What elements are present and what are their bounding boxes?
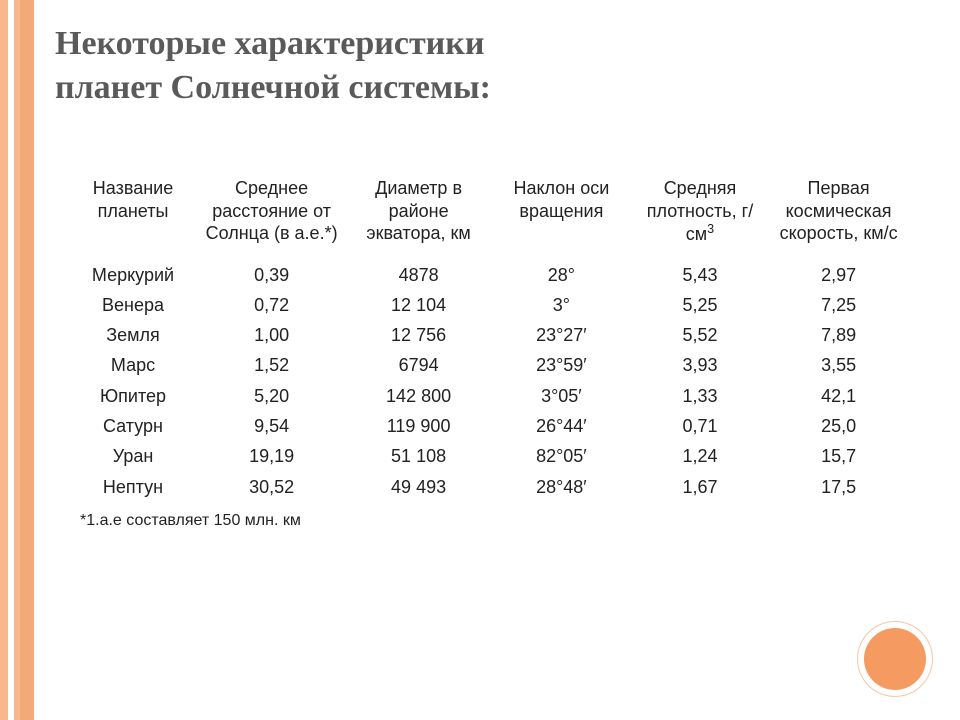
table-cell: 5,20 [196,381,347,411]
table-cell: 42,1 [767,381,910,411]
table-cell: 23°59′ [490,350,633,380]
table-cell: Венера [70,290,196,320]
table-row: Нептун30,5249 49328°48′1,6717,5 [70,472,910,502]
table-cell: 119 900 [347,411,490,441]
table-cell: 15,7 [767,441,910,471]
table-cell: 17,5 [767,472,910,502]
table-row: Юпитер5,20142 8003°05′1,3342,1 [70,381,910,411]
table-row: Уран19,1951 10882°05′1,2415,7 [70,441,910,471]
title-line-2: планет Солнечной системы: [55,69,491,106]
table-header-row: Название планеты Среднее расстояние от С… [70,175,910,260]
table-cell: 9,54 [196,411,347,441]
table-cell: 30,52 [196,472,347,502]
table-cell: 3° [490,290,633,320]
col-header: Название планеты [70,175,196,260]
table-cell: 26°44′ [490,411,633,441]
table-cell: 49 493 [347,472,490,502]
table-cell: 23°27′ [490,320,633,350]
table-cell: 0,72 [196,290,347,320]
table-cell: 3,93 [633,350,767,380]
table-cell: 12 104 [347,290,490,320]
decorative-side-stripes [0,0,34,720]
table-cell: Нептун [70,472,196,502]
table-cell: 2,97 [767,260,910,290]
table-cell: Уран [70,441,196,471]
footnote: *1.а.е составляет 150 млн. км [70,512,910,530]
table-cell: 19,19 [196,441,347,471]
table-cell: 12 756 [347,320,490,350]
stripe [20,0,34,720]
table-row: Меркурий0,39487828°5,432,97 [70,260,910,290]
table-cell: Земля [70,320,196,350]
table-cell: 7,89 [767,320,910,350]
planet-table-container: Название планеты Среднее расстояние от С… [70,175,910,530]
table-cell: 5,52 [633,320,767,350]
table-row: Венера0,7212 1043°5,257,25 [70,290,910,320]
table-row: Марс1,52679423°59′3,933,55 [70,350,910,380]
table-row: Земля1,0012 75623°27′5,527,89 [70,320,910,350]
table-cell: 7,25 [767,290,910,320]
page-title: Некоторые характеристики планет Солнечно… [55,22,491,110]
col-header: Диаметр в районе экватора, км [347,175,490,260]
stripe [0,0,8,720]
table-cell: 28° [490,260,633,290]
col-header: Первая космическая скорость, км/с [767,175,910,260]
table-cell: 0,71 [633,411,767,441]
table-cell: 1,24 [633,441,767,471]
table-cell: 5,25 [633,290,767,320]
table-row: Сатурн9,54119 90026°44′0,7125,0 [70,411,910,441]
table-cell: 1,67 [633,472,767,502]
table-cell: 28°48′ [490,472,633,502]
table-cell: Юпитер [70,381,196,411]
table-cell: 5,43 [633,260,767,290]
table-cell: Марс [70,350,196,380]
table-cell: 4878 [347,260,490,290]
table-cell: 6794 [347,350,490,380]
decorative-corner-circle-icon [864,628,926,690]
table-cell: 82°05′ [490,441,633,471]
table-cell: 25,0 [767,411,910,441]
table-cell: 142 800 [347,381,490,411]
planet-characteristics-table: Название планеты Среднее расстояние от С… [70,175,910,502]
table-cell: 3,55 [767,350,910,380]
table-cell: Меркурий [70,260,196,290]
table-cell: 51 108 [347,441,490,471]
col-header: Наклон оси вращения [490,175,633,260]
table-cell: Сатурн [70,411,196,441]
col-header: Средняя плотность, г/см3 [633,175,767,260]
col-header: Среднее расстояние от Солнца (в а.е.*) [196,175,347,260]
table-cell: 1,33 [633,381,767,411]
title-line-1: Некоторые характеристики [55,25,484,62]
table-cell: 3°05′ [490,381,633,411]
table-cell: 1,00 [196,320,347,350]
table-cell: 0,39 [196,260,347,290]
table-cell: 1,52 [196,350,347,380]
